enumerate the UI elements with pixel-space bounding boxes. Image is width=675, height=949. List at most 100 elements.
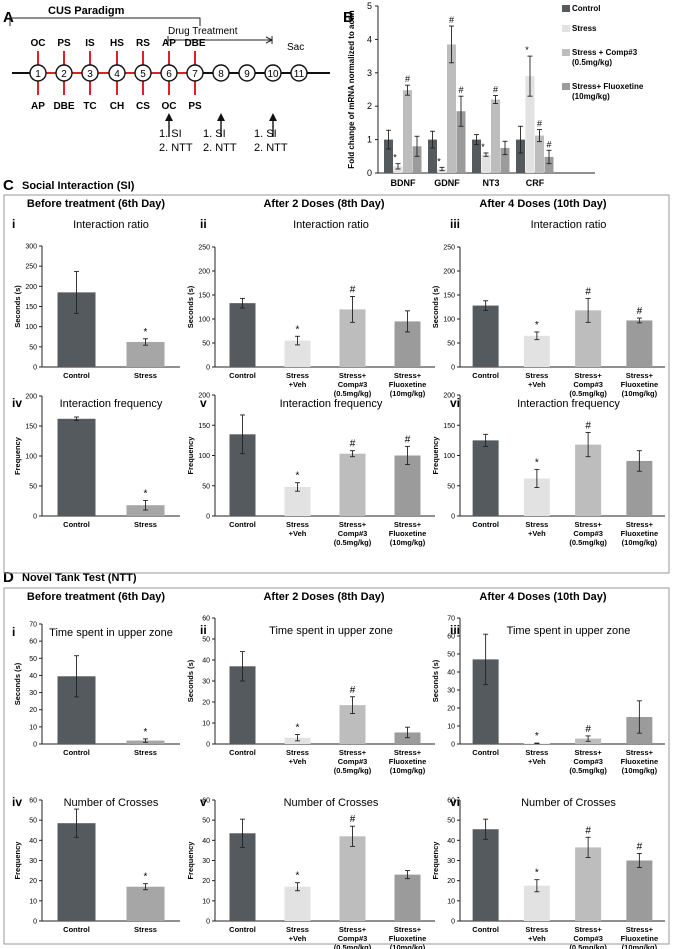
x-tick-label: Control xyxy=(63,925,90,934)
day-circle xyxy=(186,64,204,82)
y-tick-label: 60 xyxy=(202,616,210,623)
b-y-tick-label: 2 xyxy=(367,101,372,111)
chart-title: Interaction frequency xyxy=(517,398,620,410)
b-legend-swatch xyxy=(562,49,570,56)
x-tick-label: Control xyxy=(229,925,256,934)
b-bar xyxy=(481,154,491,173)
y-tick-label: 0 xyxy=(206,365,210,372)
y-axis-label: Seconds (s) xyxy=(13,662,22,705)
bar xyxy=(472,305,499,367)
b-y-tick-label: 4 xyxy=(367,34,372,44)
b-bar xyxy=(500,147,510,173)
chart-title: Interaction ratio xyxy=(293,219,369,231)
day-number: 9 xyxy=(244,69,250,80)
x-tick-label-line: Stress+ xyxy=(339,748,367,757)
b-legend-swatch xyxy=(562,25,570,32)
significance-mark: * xyxy=(535,868,539,879)
chart-title: Time spent in upper zone xyxy=(507,625,631,637)
x-tick-label-line: (0.5mg/kg) xyxy=(569,766,607,775)
y-tick-label: 200 xyxy=(443,393,455,400)
y-tick-label: 50 xyxy=(29,484,37,491)
x-tick-label-line: Fluoxetine xyxy=(389,934,427,943)
b-legend-label: (0.5mg/kg) xyxy=(572,58,612,67)
b-legend-swatch xyxy=(562,83,570,90)
test-label-ntt: 2. NTT xyxy=(159,142,193,154)
day-circle xyxy=(160,64,178,82)
b-bar xyxy=(393,166,403,173)
bar xyxy=(626,860,653,921)
col-title-c-3: After 4 Doses (10th Day) xyxy=(479,198,606,210)
chart-c-iii: iii Interaction ratio 0 50 100 150 200 250 Secon… xyxy=(431,217,665,398)
panel-roman-label: vi xyxy=(450,396,460,410)
x-tick-label: Control xyxy=(63,371,90,380)
day-number: 7 xyxy=(192,69,198,80)
x-tick-label-line: Fluoxetine xyxy=(621,529,659,538)
bar xyxy=(575,847,602,921)
chart-d-i: i Time spent in upper zone 0 10 20 30 40 50 60 70… xyxy=(12,622,180,757)
panel-roman-label: ii xyxy=(200,623,207,637)
x-tick-label: Control xyxy=(472,371,499,380)
b-significance-mark: # xyxy=(449,15,454,25)
b-y-tick-label: 0 xyxy=(367,168,372,178)
significance-mark: # xyxy=(350,685,356,696)
chart-c-ii: ii Interaction ratio 0 50 100 150 200 250 Second… xyxy=(186,217,435,398)
x-tick-label: Stress+ Comp#3 (0.5mg/kg) xyxy=(569,371,607,398)
x-tick-label: Stress+ Comp#3 (0.5mg/kg) xyxy=(334,925,372,949)
panel-roman-label: ii xyxy=(200,217,207,231)
x-tick-label: Control xyxy=(63,520,90,529)
y-tick-label: 30 xyxy=(29,858,37,865)
day-circle xyxy=(290,64,308,82)
day-circle xyxy=(108,64,126,82)
y-tick-label: 100 xyxy=(25,324,37,331)
x-tick-label-line: Stress+ xyxy=(574,748,602,757)
significance-mark: * xyxy=(144,872,148,883)
y-tick-label: 50 xyxy=(29,818,37,825)
x-tick-label-line: (10mg/kg) xyxy=(622,389,658,398)
x-tick-label: Stress xyxy=(134,748,157,757)
y-tick-label: 20 xyxy=(447,706,455,713)
x-tick-label-line: Stress+ xyxy=(339,371,367,380)
chart-title: Time spent in upper zone xyxy=(269,625,393,637)
chart-d-vi: vi Number of Crosses 0 10 20 30 40 50 60 Frequenc… xyxy=(431,795,665,949)
y-tick-label: 50 xyxy=(447,652,455,659)
x-tick-label-line: Comp#3 xyxy=(338,529,368,538)
x-tick-label-line: Stress+ xyxy=(339,925,367,934)
y-axis-label: Frequency xyxy=(431,436,440,475)
panel-roman-label: iii xyxy=(450,623,460,637)
b-bar xyxy=(516,139,525,173)
b-bar xyxy=(491,99,500,173)
b-bar xyxy=(428,139,437,173)
x-tick-label: Control xyxy=(63,748,90,757)
x-tick-label-line: Stress xyxy=(286,371,309,380)
y-tick-label: 50 xyxy=(202,637,210,644)
day-number: 11 xyxy=(294,69,305,80)
bottom-stressor-label: DBE xyxy=(53,101,74,112)
x-tick-label-line: Stress xyxy=(525,520,548,529)
y-tick-label: 50 xyxy=(447,341,455,348)
chart-d-ii: ii Time spent in upper zone 0 10 20 30 40 50 60 S… xyxy=(186,616,435,775)
significance-mark: # xyxy=(637,841,643,852)
x-tick-label-line: Stress+ xyxy=(574,371,602,380)
bottom-stressor-label: CH xyxy=(110,101,124,112)
y-tick-label: 50 xyxy=(202,483,210,490)
test-label-ntt: 2. NTT xyxy=(203,142,237,154)
x-tick-label-line: Stress+ xyxy=(394,925,422,934)
b-category-label: CRF xyxy=(526,178,545,188)
panel-c-title: Social Interaction (SI) xyxy=(22,180,135,192)
day-number: 10 xyxy=(267,69,279,80)
x-tick-label-line: Comp#3 xyxy=(573,380,603,389)
x-tick-label-line: +Veh xyxy=(528,380,546,389)
y-tick-label: 0 xyxy=(33,365,37,372)
y-tick-label: 0 xyxy=(451,365,455,372)
x-tick-label-line: Stress+ xyxy=(574,520,602,529)
bar xyxy=(126,886,165,921)
chart-d-iii: iii Time spent in upper zone 0 10 20 30 40 50 60… xyxy=(431,616,665,775)
y-axis-label: Seconds (s) xyxy=(431,285,440,328)
y-tick-label: 250 xyxy=(443,245,455,252)
x-tick-label-line: (0.5mg/kg) xyxy=(569,943,607,949)
significance-mark: * xyxy=(296,471,300,482)
b-category-label: GDNF xyxy=(434,178,460,188)
x-tick-label-line: Fluoxetine xyxy=(389,757,427,766)
y-tick-label: 150 xyxy=(25,424,37,431)
y-axis-label: Seconds (s) xyxy=(431,659,440,702)
